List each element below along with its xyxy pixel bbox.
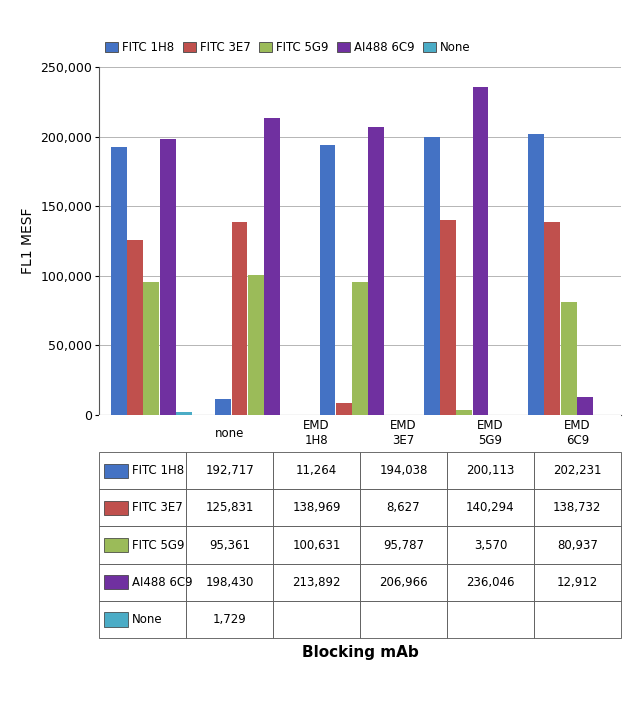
Text: FITC 1H8: FITC 1H8	[132, 464, 184, 477]
Legend: FITC 1H8, FITC 3E7, FITC 5G9, AI488 6C9, None: FITC 1H8, FITC 3E7, FITC 5G9, AI488 6C9,…	[105, 41, 470, 55]
Text: Blocking mAb: Blocking mAb	[301, 645, 419, 660]
Bar	[104, 501, 129, 515]
Bar	[104, 464, 129, 478]
Text: None: None	[132, 613, 163, 626]
Bar	[215, 399, 231, 415]
Bar	[104, 538, 129, 552]
Text: FITC 5G9: FITC 5G9	[132, 539, 184, 552]
Bar	[369, 127, 384, 415]
Bar	[473, 86, 488, 415]
Bar	[561, 302, 577, 415]
Bar	[127, 240, 143, 415]
Bar	[577, 397, 593, 415]
Bar	[528, 134, 544, 415]
Bar	[232, 222, 247, 415]
Bar	[248, 275, 264, 415]
Bar	[456, 410, 472, 415]
Bar	[264, 118, 280, 415]
Bar	[545, 222, 560, 415]
Bar	[104, 613, 129, 627]
Bar	[424, 137, 440, 415]
Bar	[176, 413, 192, 415]
Bar	[336, 403, 351, 415]
Bar	[160, 139, 175, 415]
Bar	[440, 220, 456, 415]
Bar	[143, 282, 159, 415]
Bar	[104, 575, 129, 589]
Bar	[111, 147, 127, 415]
Bar	[319, 145, 335, 415]
Text: FITC 3E7: FITC 3E7	[132, 501, 182, 514]
Text: AI488 6C9: AI488 6C9	[132, 576, 193, 588]
Y-axis label: FL1 MESF: FL1 MESF	[21, 208, 35, 274]
Bar	[352, 281, 368, 415]
